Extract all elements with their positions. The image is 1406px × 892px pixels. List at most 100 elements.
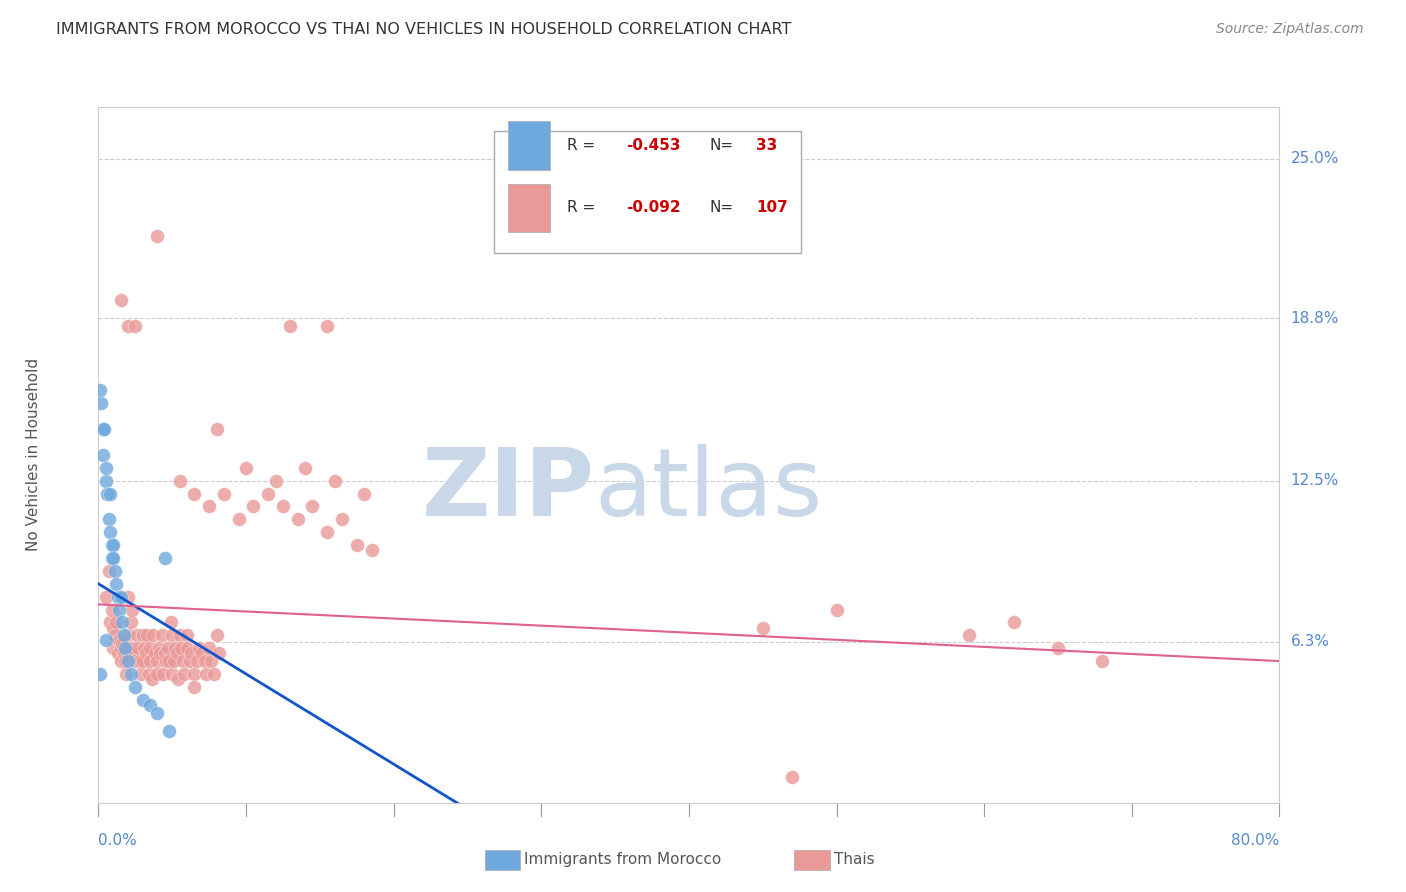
Text: Thais: Thais — [834, 853, 875, 867]
Point — [112, 646, 135, 660]
Point — [107, 590, 129, 604]
Point — [122, 641, 145, 656]
Point — [194, 654, 217, 668]
Point — [153, 551, 176, 566]
Point — [360, 543, 382, 558]
Point — [136, 628, 159, 642]
Point — [143, 646, 166, 660]
Point — [132, 628, 155, 642]
Text: Source: ZipAtlas.com: Source: ZipAtlas.com — [1216, 22, 1364, 37]
Point — [198, 641, 221, 656]
Text: 107: 107 — [756, 201, 787, 216]
Point — [294, 460, 316, 475]
Point — [163, 654, 186, 668]
Point — [108, 633, 131, 648]
Point — [89, 384, 111, 398]
Point — [148, 641, 170, 656]
Point — [157, 654, 180, 668]
Point — [94, 633, 117, 648]
Point — [176, 641, 198, 656]
Point — [1046, 641, 1069, 656]
Point — [200, 654, 222, 668]
Point — [105, 615, 128, 630]
Point — [153, 646, 176, 660]
Point — [162, 628, 183, 642]
Point — [142, 628, 165, 642]
Point — [180, 646, 202, 660]
Point — [183, 667, 205, 681]
Text: N=: N= — [709, 137, 733, 153]
Point — [135, 646, 157, 660]
Point — [98, 525, 121, 540]
Point — [104, 628, 127, 642]
Point — [169, 474, 191, 488]
Point — [186, 654, 208, 668]
Point — [1091, 654, 1114, 668]
Text: 33: 33 — [756, 137, 778, 153]
Point — [94, 590, 117, 604]
Point — [316, 525, 339, 540]
Bar — [508, 184, 550, 232]
Point — [146, 706, 169, 720]
Point — [323, 474, 346, 488]
Point — [316, 319, 339, 334]
Point — [139, 641, 162, 656]
Point — [94, 474, 117, 488]
Point — [127, 641, 149, 656]
Point — [108, 602, 131, 616]
Point — [100, 538, 122, 552]
Point — [118, 641, 141, 656]
Text: 80.0%: 80.0% — [1232, 833, 1279, 848]
Point — [132, 692, 155, 706]
Point — [235, 460, 257, 475]
Point — [330, 512, 353, 526]
Point — [114, 641, 136, 656]
Point — [169, 628, 191, 642]
Point — [117, 628, 139, 642]
Point — [264, 474, 287, 488]
Point — [138, 667, 160, 681]
Point — [205, 628, 228, 642]
Text: ZIP: ZIP — [422, 443, 595, 536]
Point — [93, 422, 115, 436]
Point — [111, 636, 134, 650]
Point — [124, 319, 146, 334]
Text: R =: R = — [567, 137, 600, 153]
Point — [90, 396, 112, 410]
Point — [1002, 615, 1025, 630]
Point — [782, 770, 804, 784]
Point — [112, 628, 135, 642]
Point — [166, 646, 188, 660]
Point — [156, 641, 179, 656]
Point — [202, 667, 225, 681]
Text: N=: N= — [709, 201, 733, 216]
Point — [165, 641, 187, 656]
Point — [91, 422, 114, 436]
Point — [103, 551, 125, 566]
Point — [191, 646, 214, 660]
Point — [141, 672, 163, 686]
Point — [114, 654, 136, 668]
Point — [134, 641, 156, 656]
Point — [110, 293, 132, 308]
Text: No Vehicles in Household: No Vehicles in Household — [25, 359, 41, 551]
Point — [121, 602, 143, 616]
Point — [353, 486, 375, 500]
Point — [198, 500, 221, 514]
Point — [257, 486, 280, 500]
Point — [107, 646, 129, 660]
FancyBboxPatch shape — [494, 131, 801, 253]
Point — [98, 486, 121, 500]
Point — [89, 667, 111, 681]
Text: -0.092: -0.092 — [626, 201, 681, 216]
Point — [146, 654, 169, 668]
Point — [751, 621, 773, 635]
Point — [103, 641, 125, 656]
Point — [139, 698, 162, 712]
Point — [117, 654, 139, 668]
Text: 18.8%: 18.8% — [1291, 310, 1339, 326]
Point — [152, 667, 174, 681]
Point — [100, 551, 122, 566]
Point — [117, 319, 139, 334]
Point — [100, 602, 122, 616]
